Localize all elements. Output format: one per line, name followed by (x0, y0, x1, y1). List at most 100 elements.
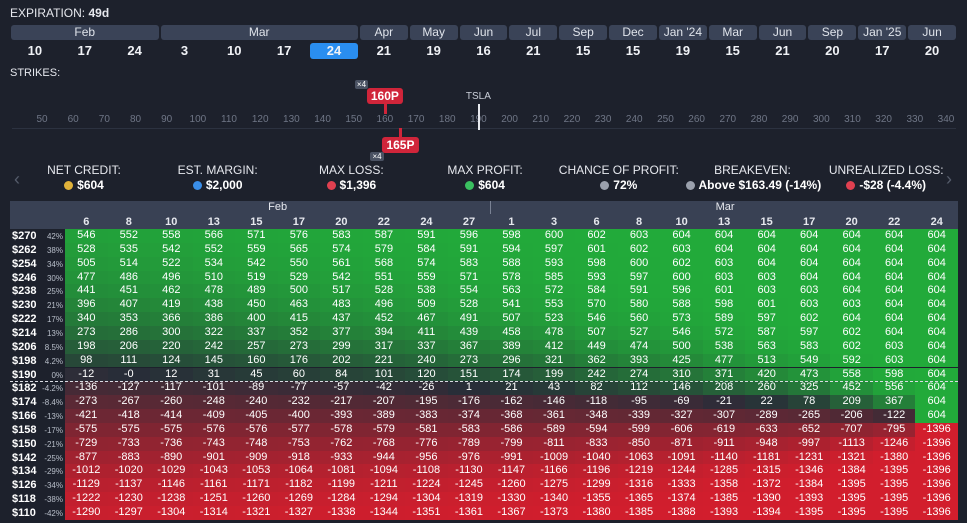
expiry-day[interactable]: 19 (675, 43, 691, 58)
pnl-cell: -361 (532, 409, 576, 423)
row-change: 4.2% (44, 356, 63, 366)
row-change: -25% (44, 453, 63, 463)
pnl-cell: -1064 (277, 464, 321, 479)
pnl-cell: 604 (830, 270, 873, 285)
day-header: 13 (717, 216, 731, 228)
expiry-month[interactable]: Dec (609, 25, 657, 40)
strike-tick: 230 (594, 114, 612, 125)
pnl-cell: 571 (447, 270, 491, 285)
expiry-month[interactable]: Jun (459, 25, 508, 40)
pnl-cell: 420 (745, 367, 788, 382)
expiry-day[interactable]: 15 (725, 43, 740, 58)
expiry-day[interactable]: 16 (476, 43, 491, 58)
pnl-cell: 580 (617, 298, 661, 313)
pnl-cell: -991 (490, 450, 533, 465)
pnl-cell: -833 (575, 436, 618, 451)
stat-text: -$28 (-4.4%) (859, 178, 927, 192)
expiry-month[interactable]: Sep (808, 25, 857, 40)
pnl-cell: 535 (107, 242, 151, 257)
pnl-cell: 473 (787, 367, 831, 382)
pnl-cell: 604 (915, 395, 958, 410)
pnl-cell: 500 (660, 339, 703, 354)
pnl-cell: -1130 (447, 464, 491, 479)
pnl-cell: -1091 (660, 450, 703, 465)
expiry-month[interactable]: Jun (908, 25, 956, 40)
expiry-month[interactable]: Mar (160, 25, 358, 40)
pnl-cell: -1063 (617, 450, 661, 465)
pnl-cell: -217 (320, 395, 363, 410)
pnl-cell: 496 (362, 298, 406, 313)
expiry-day[interactable]: 21 (775, 43, 790, 58)
expiry-month[interactable]: Jan '25 (858, 25, 907, 40)
day-header: 8 (635, 216, 643, 228)
expiry-day[interactable]: 19 (426, 43, 441, 58)
pnl-cell: 496 (150, 270, 193, 285)
pnl-cell: 160 (235, 353, 278, 368)
expiration-value: 49d (88, 6, 110, 20)
expiry-month[interactable]: Feb (11, 25, 159, 40)
pnl-cell: 507 (575, 325, 618, 340)
expiry-month[interactable]: Jan '24 (658, 25, 707, 40)
pnl-cell: -267 (107, 395, 151, 410)
prev-arrow[interactable]: ‹ (14, 169, 20, 189)
leg-badge[interactable]: 160P (366, 88, 403, 104)
pnl-cell: 604 (915, 284, 958, 299)
pnl-cell: -1020 (107, 464, 151, 479)
pnl-cell: 274 (617, 367, 661, 382)
expiry-day[interactable]: 15 (575, 43, 591, 58)
expiry-month[interactable]: Mar (708, 25, 757, 40)
pnl-cell: 583 (320, 229, 363, 243)
expiry-day[interactable]: 3 (180, 43, 189, 58)
pnl-cell: 602 (575, 229, 618, 243)
leg-badge[interactable]: 165P (382, 137, 419, 153)
expiry-day[interactable]: 17 (276, 43, 292, 58)
row-change: 17% (46, 315, 63, 325)
pnl-cell: 396 (65, 298, 108, 313)
pnl-cell: 604 (830, 256, 873, 271)
pnl-cell: 573 (660, 312, 703, 326)
expiry-day[interactable]: 20 (825, 43, 840, 58)
pnl-cell: 600 (532, 229, 576, 243)
leg-qty: ×4 (370, 152, 384, 161)
pnl-cell: -1316 (617, 478, 661, 493)
pnl-cell: 507 (490, 312, 533, 326)
expiry-day[interactable]: 10 (227, 43, 242, 58)
month-header: Feb (268, 201, 288, 213)
stat-icon (846, 181, 856, 190)
pnl-cell: 337 (405, 339, 448, 354)
stat-label: UNREALIZED LOSS: (828, 163, 944, 177)
next-arrow[interactable]: › (946, 169, 952, 189)
expiry-day[interactable]: 21 (526, 43, 541, 58)
pnl-cell: 528 (447, 298, 491, 313)
pnl-cell: 411 (405, 325, 448, 340)
row-change: -4.2% (42, 384, 63, 394)
expiry-day[interactable]: 24 (310, 43, 358, 59)
expiry-day[interactable]: 10 (27, 43, 43, 58)
row-change: 38% (46, 245, 63, 255)
pnl-cell: 145 (192, 353, 236, 368)
pnl-cell: -795 (872, 422, 916, 437)
expiry-day[interactable]: 17 (77, 43, 92, 58)
expiry-month[interactable]: Jul (509, 25, 558, 40)
pnl-cell: -1196 (575, 464, 618, 479)
expiry-day[interactable]: 21 (376, 43, 392, 58)
pnl-cell: 596 (447, 229, 491, 243)
pnl-cell: -1299 (575, 478, 618, 493)
expiry-month[interactable]: Jun (758, 25, 807, 40)
pnl-cell: 603 (702, 270, 746, 285)
expiry-day[interactable]: 20 (924, 43, 940, 58)
strike-tick: 130 (283, 114, 300, 125)
expiry-day[interactable]: 15 (625, 43, 641, 58)
expiry-day[interactable]: 24 (127, 43, 142, 58)
row-strike: $126 (12, 479, 37, 492)
pnl-cell: -743 (192, 436, 236, 451)
pnl-cell: 604 (915, 339, 958, 354)
pnl-cell: 579 (362, 242, 406, 257)
day-header: 20 (335, 216, 348, 228)
pnl-cell: -1171 (235, 478, 278, 493)
pnl-cell: 559 (235, 242, 278, 257)
expiry-day[interactable]: 17 (874, 43, 890, 58)
expiry-month[interactable]: Apr (359, 25, 408, 40)
expiry-month[interactable]: May (409, 25, 458, 40)
expiry-month[interactable]: Sep (559, 25, 608, 40)
